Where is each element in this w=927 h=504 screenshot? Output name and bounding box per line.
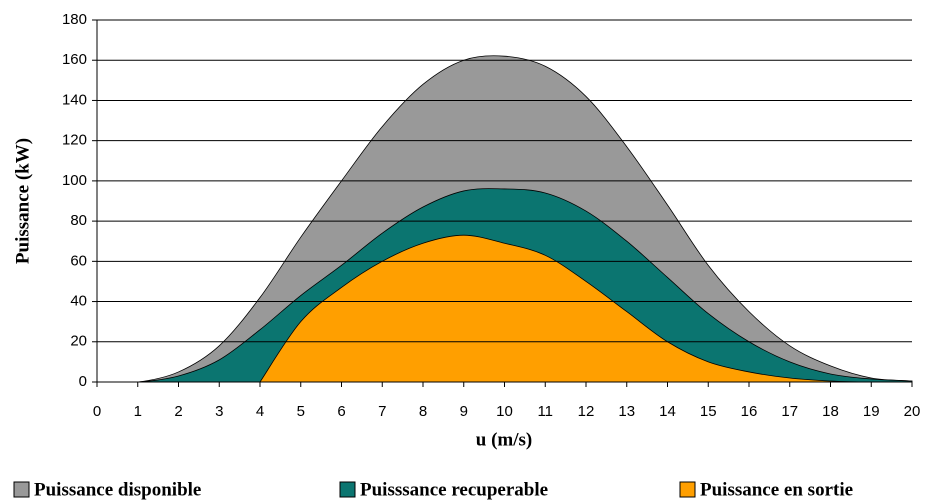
x-tick-label: 3	[215, 403, 223, 420]
y-tick-label: 60	[70, 252, 87, 269]
legend-label: Puisssance recuperable	[360, 479, 548, 500]
x-tick-label: 14	[659, 403, 676, 420]
y-tick-label: 0	[79, 373, 87, 390]
y-tick-label: 40	[70, 293, 87, 310]
y-tick-label: 120	[62, 132, 87, 149]
x-tick-label: 17	[781, 403, 798, 420]
x-tick-label: 1	[134, 403, 142, 420]
legend-label: Puissance en sortie	[700, 479, 853, 500]
legend-swatch	[13, 481, 30, 498]
x-tick-label: 13	[618, 403, 635, 420]
area	[259, 234, 912, 382]
y-tick-label: 100	[62, 172, 87, 189]
x-tick-label: 8	[419, 403, 427, 420]
x-tick-label: 4	[256, 403, 264, 420]
x-tick-label: 6	[337, 403, 345, 420]
x-tick-label: 0	[93, 403, 101, 420]
y-axis-label: Puissance (kW)	[12, 138, 33, 264]
x-tick-label: 18	[822, 403, 839, 420]
x-tick-label: 12	[578, 403, 595, 420]
y-tick-label: 160	[62, 51, 87, 68]
y-tick-label: 140	[62, 91, 87, 108]
x-tick-label: 20	[904, 403, 921, 420]
x-tick-label: 7	[378, 403, 386, 420]
legend-label: Puissance disponible	[34, 479, 201, 500]
x-tick-label: 10	[496, 403, 513, 420]
legend-swatch	[679, 481, 696, 498]
x-tick-label: 11	[537, 403, 553, 420]
x-tick-label: 2	[174, 403, 182, 420]
x-tick-label: 5	[297, 403, 305, 420]
legend-swatch	[339, 481, 356, 498]
y-tick-label: 180	[62, 11, 87, 28]
x-tick-label: 19	[863, 403, 880, 420]
y-tick-label: 20	[70, 333, 87, 350]
x-tick-label: 15	[700, 403, 717, 420]
y-tick-label: 80	[70, 212, 87, 229]
x-tick-label: 9	[460, 403, 468, 420]
x-tick-label: 16	[741, 403, 758, 420]
x-axis-label: u (m/s)	[476, 429, 532, 450]
